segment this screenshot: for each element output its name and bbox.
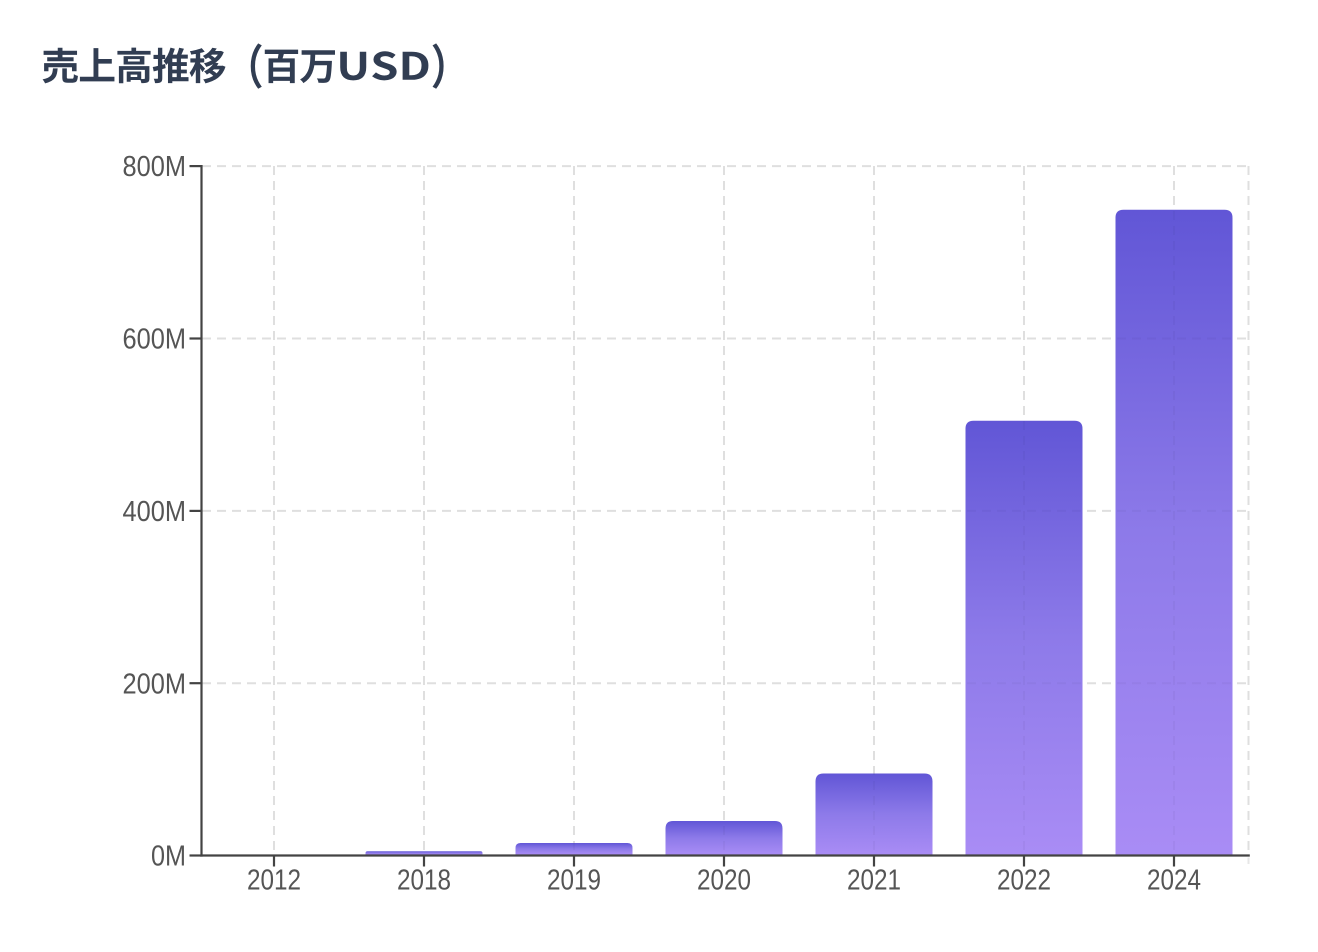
- svg-text:400M: 400M: [123, 496, 187, 528]
- svg-text:2022: 2022: [997, 865, 1051, 897]
- svg-text:600M: 600M: [123, 324, 187, 356]
- svg-text:800M: 800M: [123, 151, 187, 183]
- svg-text:2019: 2019: [547, 865, 601, 897]
- svg-text:2012: 2012: [247, 865, 301, 897]
- svg-text:2024: 2024: [1147, 865, 1201, 897]
- svg-text:0M: 0M: [151, 841, 186, 873]
- svg-text:2021: 2021: [847, 865, 901, 897]
- svg-text:2018: 2018: [397, 865, 451, 897]
- svg-text:2020: 2020: [697, 865, 751, 897]
- svg-text:200M: 200M: [123, 668, 187, 700]
